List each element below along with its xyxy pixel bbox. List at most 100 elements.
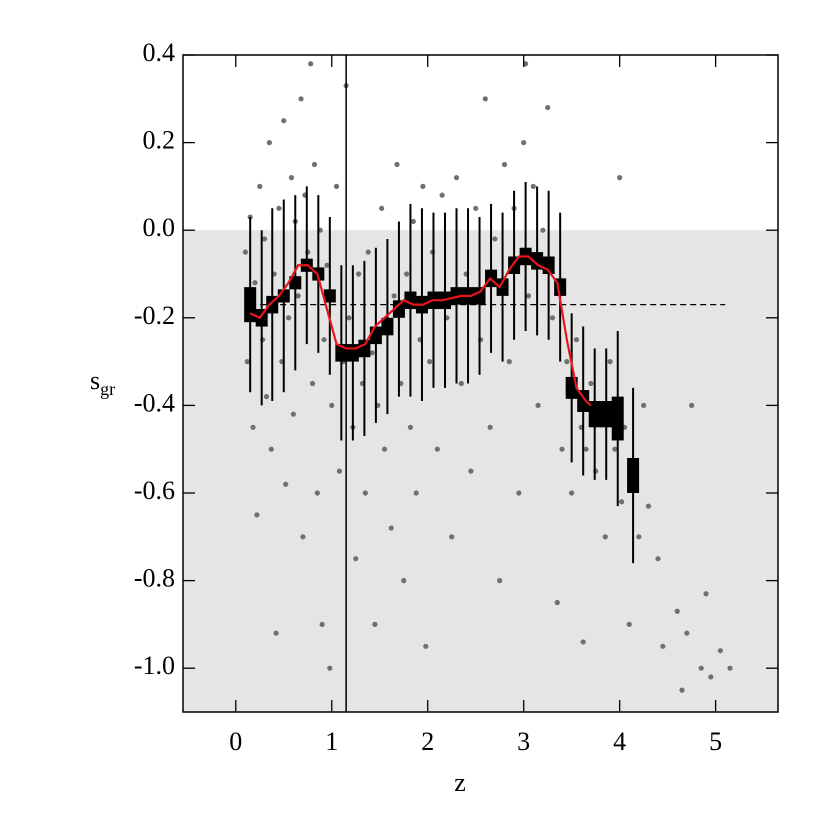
point [319, 621, 325, 628]
point [569, 490, 575, 496]
median-box [323, 289, 336, 303]
point [439, 192, 445, 198]
point [391, 293, 397, 299]
median-box [611, 396, 624, 441]
point [636, 534, 642, 540]
y-tick-label: -0.2 [134, 301, 175, 330]
point [394, 161, 400, 168]
point [559, 446, 565, 452]
point [674, 608, 680, 614]
median-box [588, 401, 601, 428]
point [453, 175, 460, 181]
median-box [358, 339, 371, 358]
point [311, 161, 318, 168]
point [645, 503, 652, 509]
point [281, 118, 287, 124]
point [545, 104, 551, 111]
point [717, 648, 724, 654]
point [506, 359, 512, 365]
point [252, 280, 258, 286]
median-box [244, 287, 257, 323]
point [353, 556, 359, 562]
point [346, 315, 352, 321]
point [423, 643, 429, 649]
point [244, 359, 250, 365]
point [261, 236, 268, 242]
point [564, 359, 570, 365]
point [487, 424, 493, 430]
point [626, 621, 632, 628]
point [689, 402, 695, 408]
point [588, 380, 594, 387]
x-tick-label: 4 [613, 727, 626, 756]
point [530, 183, 536, 189]
point [458, 380, 464, 387]
point [617, 175, 623, 181]
point [580, 639, 586, 645]
median-box [255, 309, 268, 327]
y-tick-label: 0.2 [143, 126, 176, 155]
point [314, 490, 320, 496]
x-tick-label: 0 [229, 727, 242, 756]
point [309, 380, 316, 387]
point [327, 665, 333, 671]
point [516, 490, 522, 496]
point [283, 481, 289, 487]
point [573, 337, 580, 343]
point [727, 665, 733, 671]
point [660, 643, 666, 649]
y-tick-label: -1.0 [134, 651, 175, 680]
point [482, 96, 488, 102]
point [298, 96, 304, 102]
point [468, 468, 474, 474]
point [285, 315, 292, 321]
median-box [496, 278, 509, 296]
point [655, 556, 661, 562]
median-box [600, 401, 613, 428]
point [449, 534, 455, 540]
point [365, 249, 371, 255]
point [602, 534, 608, 540]
point [641, 402, 647, 408]
point [540, 227, 546, 233]
point [257, 183, 263, 189]
point [276, 205, 282, 211]
point [250, 424, 256, 430]
point [369, 350, 375, 356]
y-tick-label: -0.6 [134, 476, 175, 505]
median-box [392, 300, 405, 318]
point [300, 534, 306, 540]
x-tick-label: 5 [709, 727, 722, 756]
median-box [381, 317, 394, 336]
point [381, 446, 388, 452]
point [679, 687, 685, 693]
median-box [627, 457, 640, 493]
point [501, 161, 508, 168]
point [497, 578, 503, 584]
point [427, 359, 433, 365]
point [321, 337, 327, 343]
point [410, 218, 416, 225]
median-box [508, 256, 521, 274]
median-box [369, 326, 382, 345]
point [703, 591, 709, 597]
point [525, 293, 532, 299]
point [273, 630, 279, 636]
median-box [289, 276, 302, 290]
point [583, 446, 589, 452]
point [333, 183, 340, 189]
smooth-line [249, 255, 592, 407]
point [336, 468, 343, 474]
point [356, 271, 362, 277]
point [413, 490, 419, 496]
point [407, 424, 414, 430]
point [329, 402, 335, 408]
point [521, 140, 527, 146]
point [434, 446, 440, 452]
point [549, 315, 556, 321]
point [618, 499, 625, 505]
y-label-sub: gr [100, 379, 115, 399]
point [492, 236, 498, 242]
